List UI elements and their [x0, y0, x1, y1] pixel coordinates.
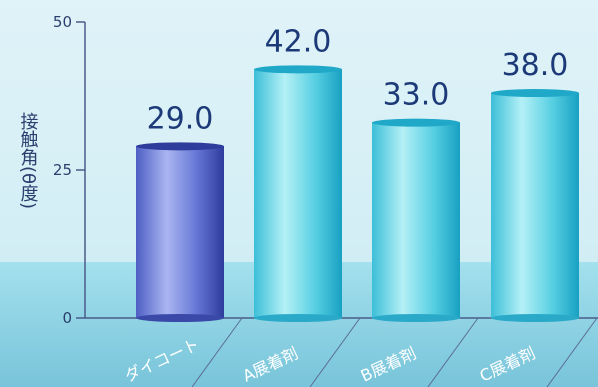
- category-separator: [427, 317, 479, 387]
- data-label-4: 38.0: [502, 48, 569, 83]
- category-separator: [546, 317, 598, 387]
- bar-2: [254, 65, 342, 322]
- y-axis-label: 接触角(θ度): [18, 112, 39, 209]
- bar-1: [136, 142, 224, 322]
- y-tick-label: 25: [53, 161, 72, 179]
- y-tick-label: 50: [53, 13, 72, 31]
- y-axis-title: 接触角(θ度): [18, 112, 39, 209]
- bar-top: [254, 65, 342, 74]
- bar-body: [254, 69, 342, 318]
- y-ticks: 0 25 50: [53, 13, 85, 327]
- bar-base: [136, 314, 224, 322]
- y-tick-label: 0: [62, 309, 72, 327]
- bar-base: [254, 314, 342, 322]
- data-labels: 29.0 42.0 33.0 38.0: [147, 24, 569, 136]
- category-separator: [309, 317, 361, 387]
- data-label-2: 42.0: [265, 24, 332, 59]
- bar-top: [491, 89, 579, 98]
- bar-3: [372, 118, 460, 322]
- data-label-3: 33.0: [383, 78, 450, 113]
- bar-top: [372, 118, 460, 127]
- data-label-1: 29.0: [147, 101, 214, 136]
- bar-body: [491, 93, 579, 318]
- bar-top: [136, 142, 224, 151]
- bars: [136, 65, 579, 322]
- bar-base: [372, 314, 460, 322]
- bar-body: [372, 122, 460, 318]
- bar-base: [491, 314, 579, 322]
- category-separator: [191, 317, 243, 387]
- bar-body: [136, 146, 224, 318]
- bar-4: [491, 89, 579, 322]
